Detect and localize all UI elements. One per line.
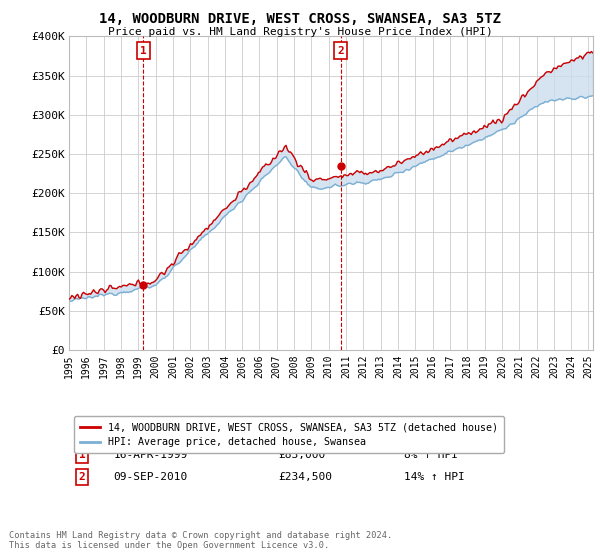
- Text: 14% ↑ HPI: 14% ↑ HPI: [404, 472, 465, 482]
- Text: 16-APR-1999: 16-APR-1999: [113, 450, 188, 460]
- Text: 1: 1: [79, 450, 85, 460]
- Text: 8% ↑ HPI: 8% ↑ HPI: [404, 450, 458, 460]
- Text: 2: 2: [337, 45, 344, 55]
- Text: £234,500: £234,500: [278, 472, 332, 482]
- Text: £83,000: £83,000: [278, 450, 326, 460]
- Text: 14, WOODBURN DRIVE, WEST CROSS, SWANSEA, SA3 5TZ: 14, WOODBURN DRIVE, WEST CROSS, SWANSEA,…: [99, 12, 501, 26]
- Text: 09-SEP-2010: 09-SEP-2010: [113, 472, 188, 482]
- Text: 2: 2: [79, 472, 85, 482]
- Legend: 14, WOODBURN DRIVE, WEST CROSS, SWANSEA, SA3 5TZ (detached house), HPI: Average : 14, WOODBURN DRIVE, WEST CROSS, SWANSEA,…: [74, 416, 504, 453]
- Text: Price paid vs. HM Land Registry's House Price Index (HPI): Price paid vs. HM Land Registry's House …: [107, 27, 493, 37]
- Text: Contains HM Land Registry data © Crown copyright and database right 2024.
This d: Contains HM Land Registry data © Crown c…: [9, 530, 392, 550]
- Text: 1: 1: [140, 45, 146, 55]
